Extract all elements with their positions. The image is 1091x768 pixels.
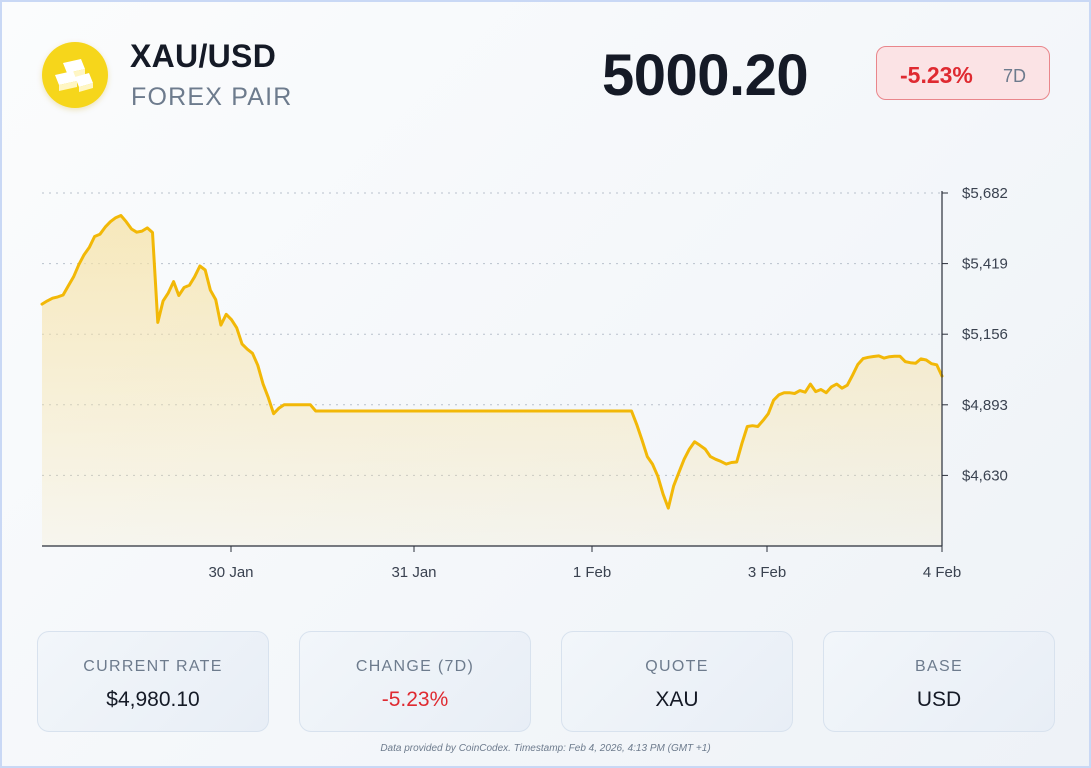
- price-chart: $5,682 $5,419 $5,156 $4,893 $4,630 30 Jan 31 …: [40, 185, 1008, 581]
- stat-value: -5.23%: [381, 688, 449, 711]
- stat-label: QUOTE: [645, 658, 709, 675]
- x-tick-label: 30 Jan: [208, 564, 253, 581]
- stat-card-quote: QUOTE XAU: [561, 631, 793, 732]
- pair-title: XAU/USD: [130, 38, 277, 74]
- y-tick-label: $4,630: [962, 467, 1008, 484]
- data-attribution: Data provided by CoinCodex. Timestamp: F…: [380, 743, 711, 754]
- price-line: [40, 214, 944, 510]
- x-tick-label: 1 Feb: [573, 564, 611, 581]
- change-period: 7D: [1003, 66, 1027, 86]
- current-price: 5000.20: [602, 43, 809, 108]
- pair-type-label: FOREX PAIR: [131, 83, 293, 111]
- x-tick-label: 31 Jan: [391, 564, 436, 581]
- price-area-fill: [42, 215, 942, 546]
- y-tick-label: $5,419: [962, 256, 1008, 273]
- stat-label: CURRENT RATE: [83, 658, 223, 675]
- change-badge: -5.23% 7D: [876, 46, 1050, 100]
- stat-label: BASE: [915, 658, 963, 675]
- stat-value: USD: [916, 688, 962, 711]
- stat-value: XAU: [655, 688, 699, 711]
- x-tick-label: 3 Feb: [748, 564, 786, 581]
- change-percent: -5.23%: [900, 62, 973, 88]
- y-tick-label: $4,893: [962, 397, 1008, 414]
- y-tick-label: $5,682: [962, 185, 1008, 202]
- x-tick-label: 4 Feb: [923, 564, 961, 581]
- gold-bars-icon: [42, 42, 108, 108]
- stat-value: $4,980.10: [106, 688, 200, 711]
- y-tick-label: $5,156: [962, 326, 1008, 343]
- stat-card-current-rate: CURRENT RATE $4,980.10: [37, 631, 269, 732]
- stat-card-change-7d: CHANGE (7D) -5.23%: [299, 631, 531, 732]
- stat-card-base: BASE USD: [823, 631, 1055, 732]
- stat-label: CHANGE (7D): [355, 658, 475, 675]
